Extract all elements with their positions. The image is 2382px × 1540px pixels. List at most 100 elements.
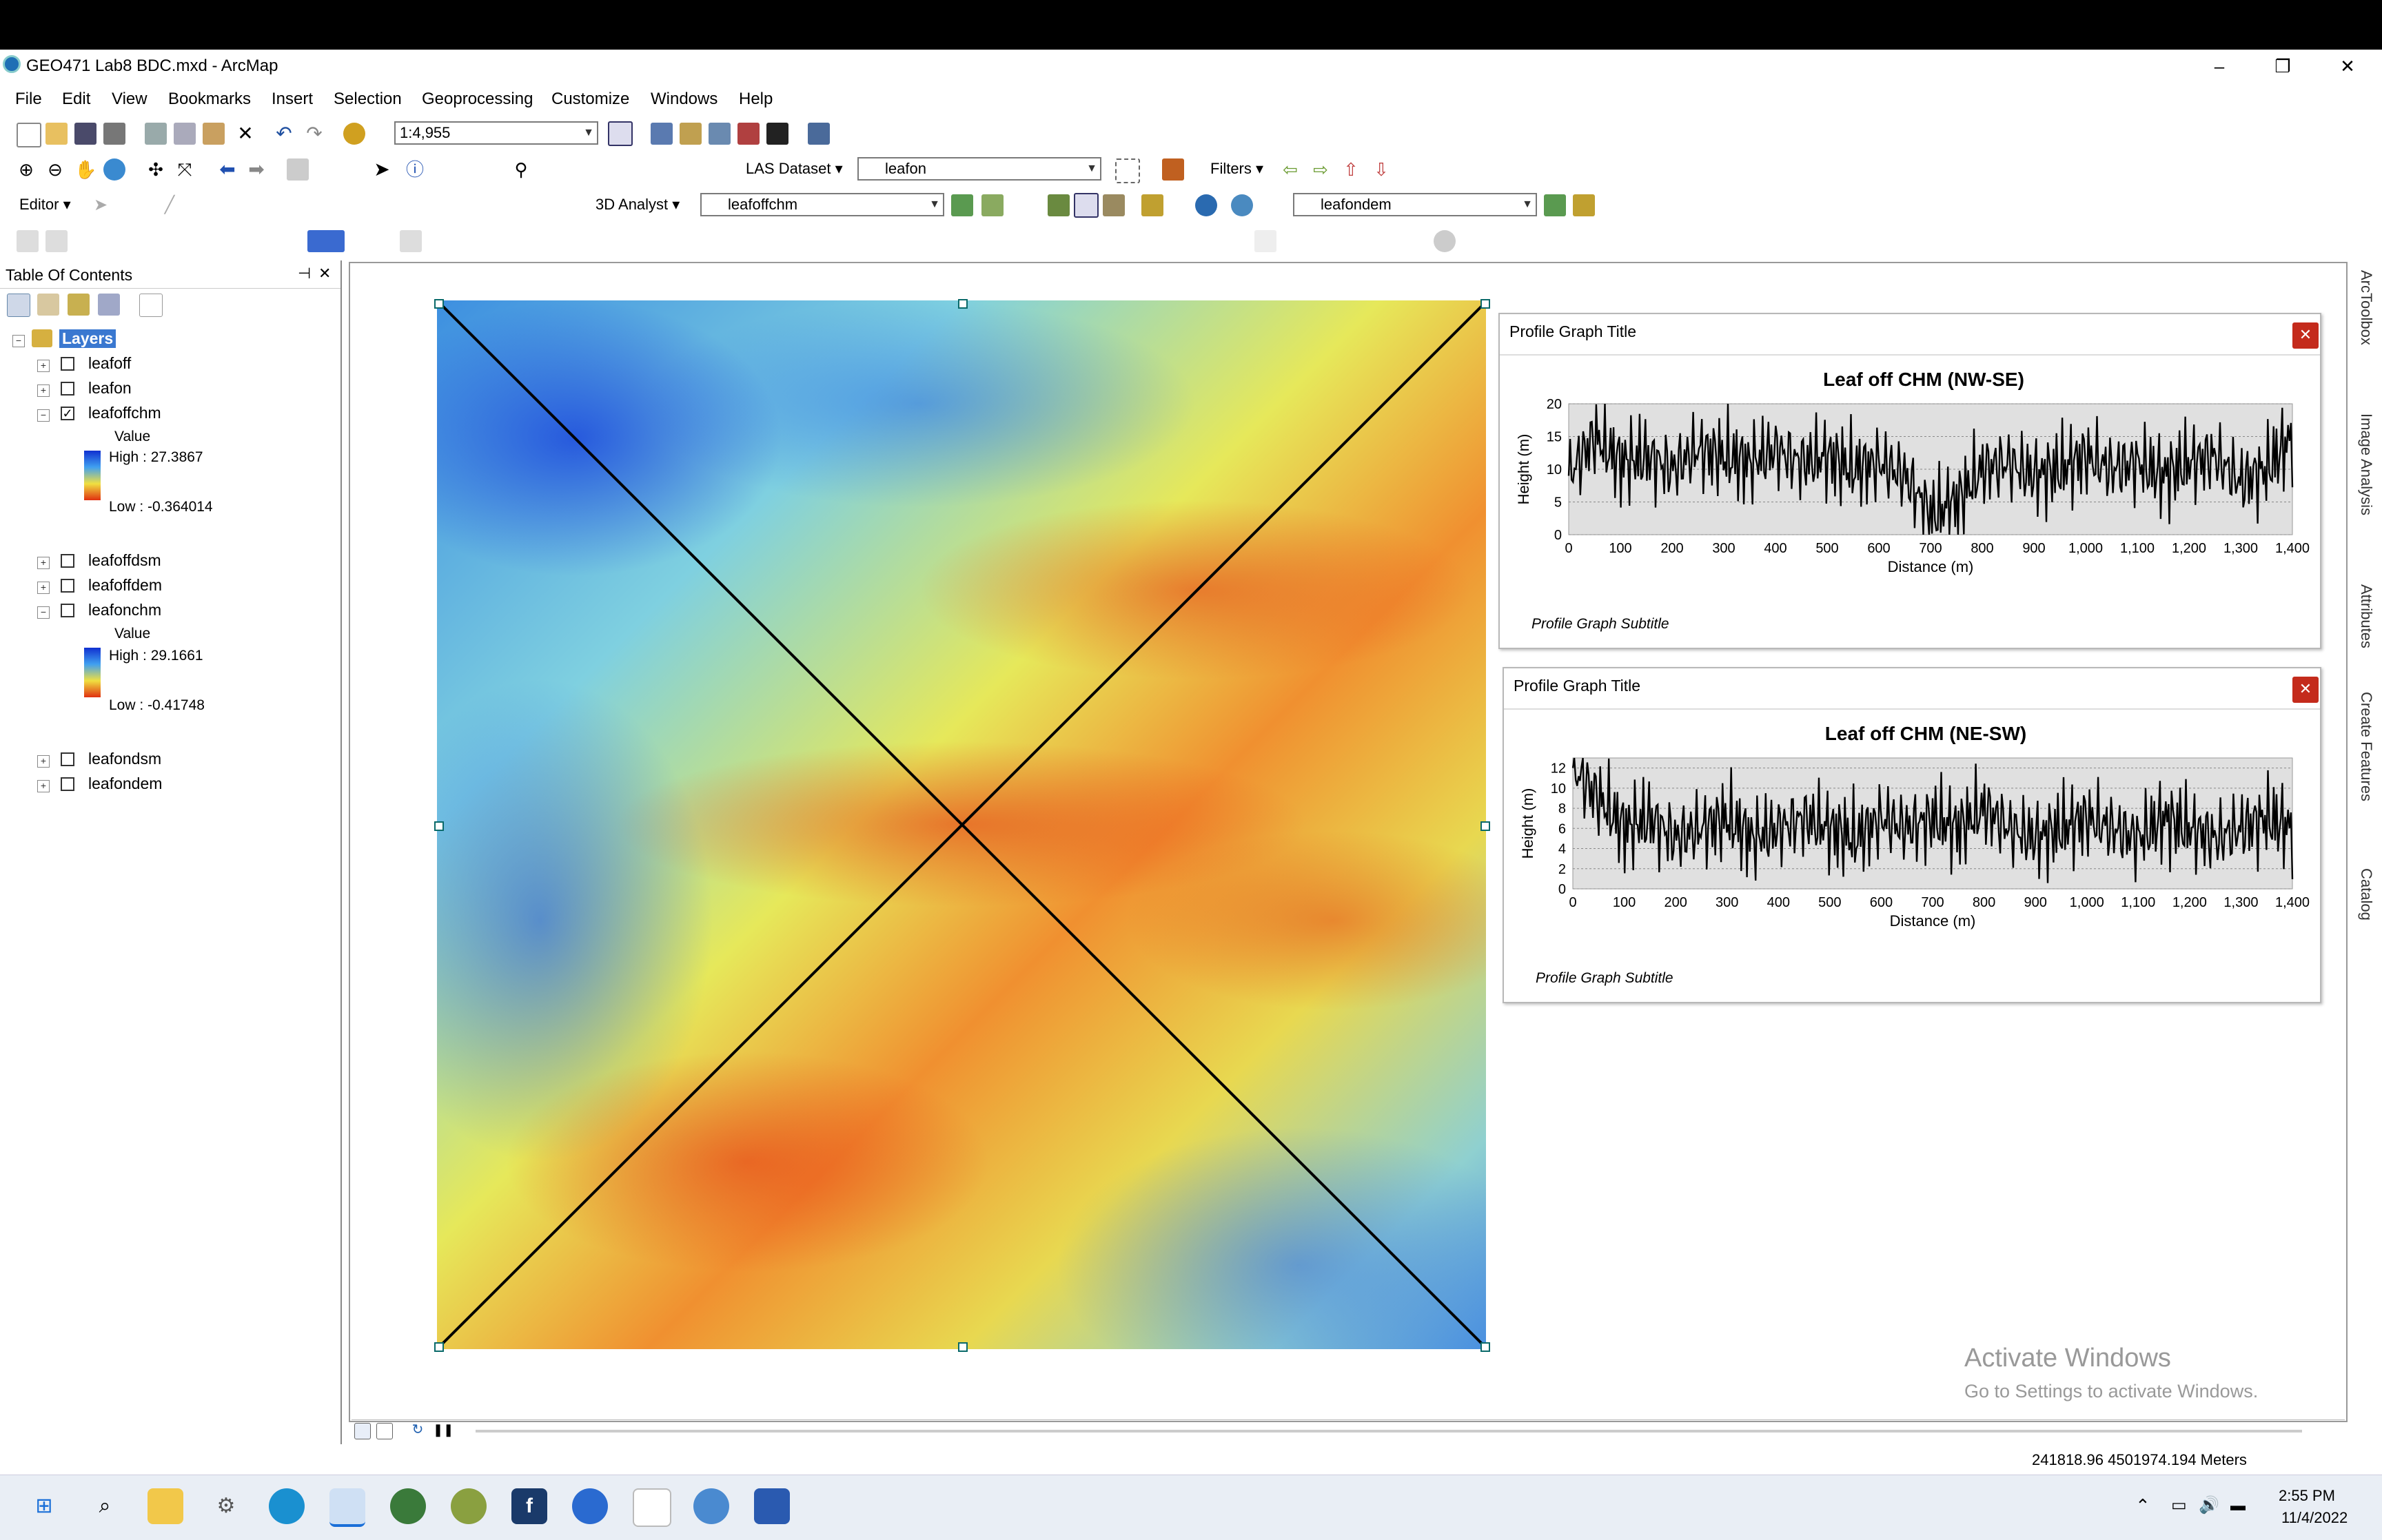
3d-analyst-dropdown[interactable]: 3D Analyst ▾ — [596, 193, 680, 216]
back-extent-icon[interactable]: ⬅ — [216, 158, 238, 181]
delete-icon[interactable]: ✕ — [234, 123, 256, 145]
layer-checkbox-leafoffdsm[interactable] — [61, 554, 74, 568]
horizontal-scrollbar[interactable] — [476, 1430, 2302, 1433]
paste-icon[interactable] — [203, 123, 225, 145]
interpolate-point-icon[interactable] — [1048, 194, 1070, 216]
layer-checkbox-leafondem[interactable] — [61, 777, 74, 791]
pan-icon[interactable]: ✋ — [74, 158, 96, 181]
scale-combo[interactable]: 1:4,955 ▼ — [394, 121, 598, 145]
arrow-up-icon[interactable]: ⇧ — [1340, 158, 1362, 181]
straight-segment-icon[interactable]: ╱ — [159, 194, 181, 216]
selection-handle[interactable] — [1480, 821, 1490, 831]
topology-tool-icon[interactable] — [1254, 230, 1276, 252]
file-explorer-icon[interactable] — [147, 1488, 183, 1524]
layer-expand-toggle[interactable]: + — [37, 384, 50, 397]
arrow-right-icon[interactable]: ⇨ — [1310, 158, 1332, 181]
settings-gear-icon[interactable]: ⚙ — [208, 1488, 244, 1524]
select-elements-icon[interactable]: ➤ — [371, 158, 393, 181]
forward-extent-icon[interactable]: ➡ — [245, 158, 267, 181]
graph-close-button[interactable]: ✕ — [2292, 322, 2319, 349]
interpolate-line-icon[interactable] — [1074, 193, 1099, 218]
profile-graph-window-nwse[interactable]: Profile Graph Title ✕ Leaf off CHM (NW-S… — [1498, 313, 2321, 649]
arcglobe-icon[interactable] — [1231, 194, 1253, 216]
layer-leafoff[interactable]: leafoff — [88, 354, 131, 373]
save-icon[interactable] — [74, 123, 96, 145]
arrow-down-icon[interactable]: ⇩ — [1370, 158, 1392, 181]
model-builder-icon[interactable] — [808, 123, 830, 145]
undo-icon[interactable]: ↶ — [273, 123, 295, 145]
menu-geoprocessing[interactable]: Geoprocessing — [422, 90, 533, 109]
profile-graph-window-nesw[interactable]: Profile Graph Title ✕ Leaf off CHM (NE-S… — [1503, 667, 2321, 1003]
refresh-icon[interactable]: ↻ — [409, 1421, 426, 1438]
layout-tool-icon[interactable] — [400, 230, 422, 252]
selection-handle[interactable] — [1480, 299, 1490, 309]
las-layer-combo[interactable]: leafon ▼ — [857, 157, 1101, 181]
las-point-icon[interactable] — [1115, 158, 1140, 183]
open-folder-icon[interactable] — [45, 123, 68, 145]
image-analysis-tab[interactable]: Image Analysis — [2350, 413, 2375, 515]
selection-handle[interactable] — [434, 1342, 444, 1352]
clock-date[interactable]: 11/4/2022 — [2281, 1509, 2348, 1527]
3d-analyst-layer-combo[interactable]: leafoffchm ▼ — [700, 193, 944, 216]
layer-leafoffdsm[interactable]: leafoffdsm — [88, 551, 161, 570]
dem-contour-icon[interactable] — [1544, 194, 1566, 216]
cut-icon[interactable] — [145, 123, 167, 145]
arcglobe-taskbar-icon[interactable] — [390, 1488, 426, 1524]
layer-checkbox-leafonchm[interactable] — [61, 604, 74, 617]
layer-expand-toggle[interactable]: + — [37, 557, 50, 569]
search-window-icon[interactable] — [709, 123, 731, 145]
layer-checkbox-leafoffchm[interactable]: ✓ — [61, 407, 74, 420]
catalog-icon[interactable] — [680, 123, 702, 145]
layer-expand-toggle[interactable]: + — [37, 582, 50, 594]
zoom-in-icon[interactable]: ⊕ — [15, 158, 37, 181]
toc-close-icon[interactable]: ✕ — [318, 265, 331, 283]
selection-handle[interactable] — [958, 299, 968, 309]
menu-insert[interactable]: Insert — [272, 90, 313, 109]
redo-icon[interactable]: ↷ — [303, 123, 325, 145]
list-by-source-icon[interactable] — [37, 294, 59, 316]
las-surface-icon[interactable] — [1162, 158, 1184, 181]
add-data-icon[interactable] — [343, 123, 365, 145]
dem-profile-icon[interactable] — [1573, 194, 1595, 216]
arcgis-pro-taskbar-icon[interactable] — [693, 1488, 729, 1524]
list-by-visibility-icon[interactable] — [68, 294, 90, 316]
color-ramp-leafonchm[interactable] — [84, 648, 101, 697]
selection-handle[interactable] — [958, 1342, 968, 1352]
fixed-zoom-out-icon[interactable]: ⤧ — [174, 158, 196, 181]
menu-selection[interactable]: Selection — [334, 90, 402, 109]
catalog-tab[interactable]: Catalog — [2350, 868, 2375, 921]
selection-handle[interactable] — [434, 299, 444, 309]
arctoolbox-icon[interactable] — [737, 123, 760, 145]
layer-leafondem[interactable]: leafondem — [88, 774, 162, 793]
color-swatch-icon[interactable] — [307, 230, 345, 252]
menu-windows[interactable]: Windows — [651, 90, 717, 109]
arctoolbox-tab[interactable]: ArcToolbox — [2350, 270, 2375, 345]
arcmap-taskbar-icon[interactable] — [329, 1488, 365, 1527]
menu-bookmarks[interactable]: Bookmarks — [168, 90, 251, 109]
arrow-left-icon[interactable]: ⇦ — [1279, 158, 1301, 181]
las-dataset-toolbar-label[interactable]: LAS Dataset ▾ — [746, 157, 843, 181]
python-window-icon[interactable] — [766, 123, 788, 145]
list-by-drawing-order-icon[interactable] — [7, 294, 30, 317]
battery-icon[interactable]: ▬ — [2230, 1497, 2246, 1515]
print-icon[interactable] — [103, 123, 125, 145]
toc-options-icon[interactable] — [139, 294, 163, 317]
filters-dropdown[interactable]: Filters ▾ — [1210, 157, 1263, 181]
layer-leafon[interactable]: leafon — [88, 379, 132, 398]
arcscene-icon[interactable] — [1195, 194, 1217, 216]
selection-handle[interactable] — [1480, 1342, 1490, 1352]
zoom-out-icon[interactable]: ⊖ — [44, 158, 66, 181]
graph-close-button[interactable]: ✕ — [2292, 677, 2319, 703]
clock-time[interactable]: 2:55 PM — [2279, 1487, 2335, 1505]
menu-customize[interactable]: Customize — [551, 90, 629, 109]
rotate-icon[interactable] — [45, 230, 68, 252]
profile-graph-icon[interactable] — [1103, 194, 1125, 216]
layer-leafondsm[interactable]: leafondsm — [88, 750, 161, 768]
pause-drawing-icon[interactable]: ❚❚ — [433, 1421, 449, 1438]
selection-handle[interactable] — [434, 821, 444, 831]
notepad-taskbar-icon[interactable] — [754, 1488, 790, 1524]
app-taskbar-icon[interactable] — [572, 1488, 608, 1524]
attributes-tab[interactable]: Attributes — [2350, 584, 2375, 648]
volume-icon[interactable]: 🔊 — [2199, 1495, 2219, 1515]
maximize-button[interactable]: ❐ — [2262, 52, 2303, 80]
